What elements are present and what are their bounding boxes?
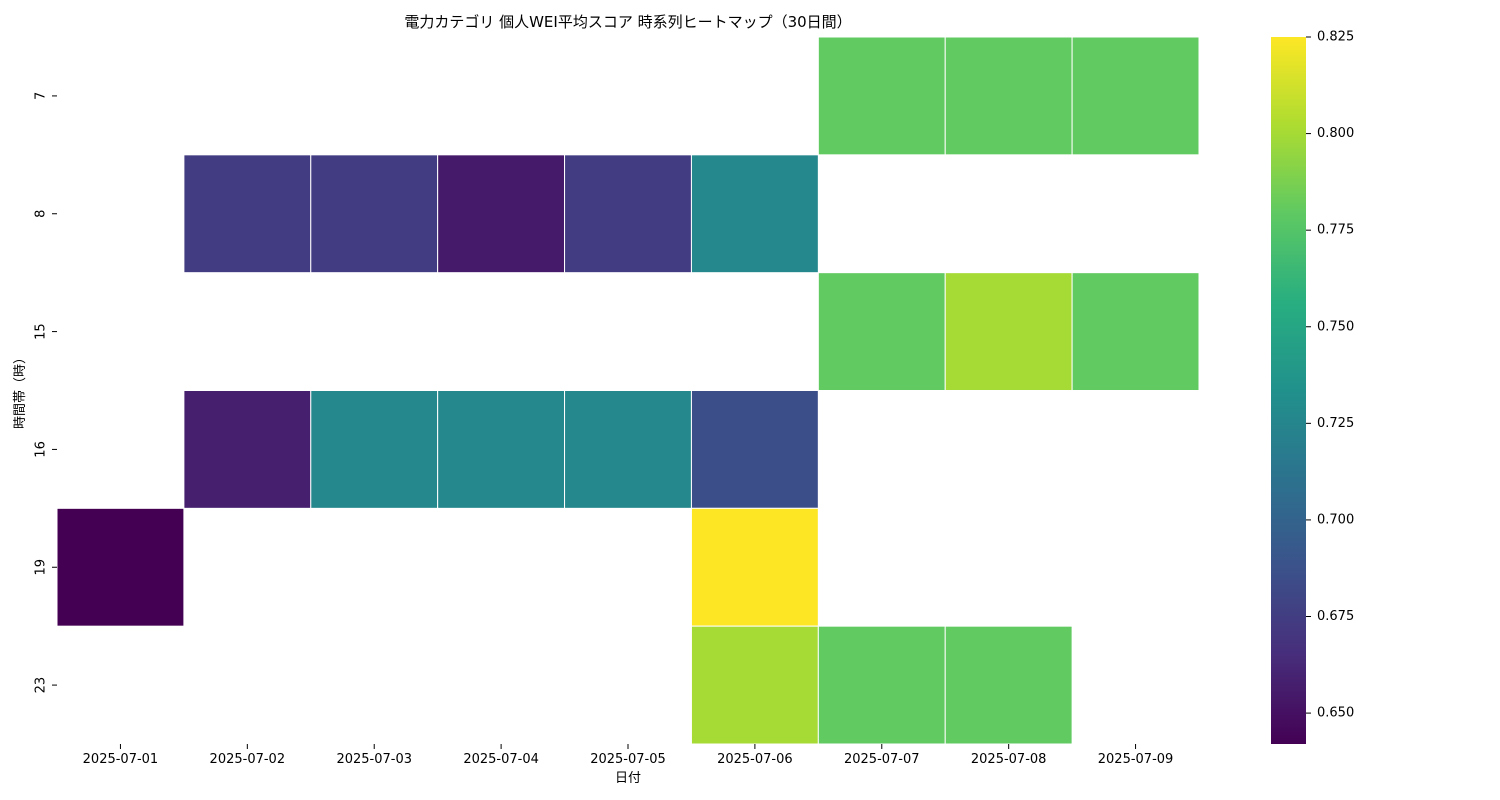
colorbar-tick-label: 0.800: [1317, 126, 1354, 141]
x-tick-label: 2025-07-05: [590, 752, 666, 767]
heatmap-cell: [690, 625, 819, 745]
y-tick-label: 8: [34, 210, 49, 218]
chart-title: 電力カテゴリ 個人WEI平均スコア 時系列ヒートマップ（30日間）: [404, 13, 851, 31]
colorbar-tick-label: 0.775: [1317, 223, 1354, 238]
heatmap-cell: [183, 154, 312, 274]
x-axis-label: 日付: [615, 771, 641, 786]
x-tick-label: 2025-07-02: [210, 752, 286, 767]
x-tick-label: 2025-07-08: [971, 752, 1047, 767]
heatmap-cell: [564, 390, 692, 509]
heatmap-cell: [944, 625, 1073, 745]
heatmap-cells: [56, 36, 1200, 745]
x-tick-label: 2025-07-03: [336, 752, 412, 767]
colorbar-ticks: 0.650 0.675 0.700 0.725 0.750 0.775 0.800 0.825: [1306, 30, 1354, 721]
heatmap-cell: [183, 390, 312, 509]
x-tick-label: 2025-07-06: [717, 752, 793, 767]
x-tick-label: 2025-07-09: [1098, 752, 1174, 767]
x-tick-label: 2025-07-04: [463, 752, 539, 767]
y-tick-label: 7: [34, 92, 49, 100]
y-axis: 7 8 15 16 19 23: [34, 92, 57, 694]
y-tick-label: 23: [34, 677, 49, 694]
heatmap-cell: [437, 390, 566, 509]
heatmap-cell: [817, 625, 946, 745]
y-tick-label: 15: [34, 323, 49, 340]
heatmap-cell: [690, 390, 819, 509]
heatmap-cell: [310, 154, 439, 274]
x-axis: 2025-07-01 2025-07-02 2025-07-03 2025-07-04…: [83, 744, 1174, 767]
x-tick-label: 2025-07-01: [83, 752, 159, 767]
x-tick-label: 2025-07-07: [844, 752, 920, 767]
y-tick-label: 19: [34, 559, 49, 576]
colorbar-tick-label: 0.725: [1317, 416, 1354, 431]
colorbar: [1271, 37, 1306, 744]
heatmap-cell: [817, 272, 946, 391]
heatmap-cell: [564, 154, 692, 274]
heatmap-cell: [690, 154, 819, 274]
colorbar-tick-label: 0.700: [1317, 512, 1354, 527]
y-axis-label: 時間帯（時）: [13, 351, 28, 429]
heatmap-cell: [56, 507, 185, 627]
heatmap-cell: [817, 36, 946, 156]
heatmap-cell: [690, 507, 819, 627]
y-tick-label: 16: [34, 441, 49, 458]
heatmap-cell: [944, 36, 1073, 156]
heatmap-cell: [1071, 36, 1200, 156]
colorbar-tick-label: 0.750: [1317, 319, 1354, 334]
colorbar-tick-label: 0.825: [1317, 30, 1354, 45]
heatmap-cell: [437, 154, 566, 274]
colorbar-tick-label: 0.675: [1317, 609, 1354, 624]
heatmap-cell: [1071, 272, 1200, 391]
heatmap-cell: [944, 272, 1073, 391]
colorbar-tick-label: 0.650: [1317, 706, 1354, 721]
heatmap-cell: [310, 390, 439, 509]
